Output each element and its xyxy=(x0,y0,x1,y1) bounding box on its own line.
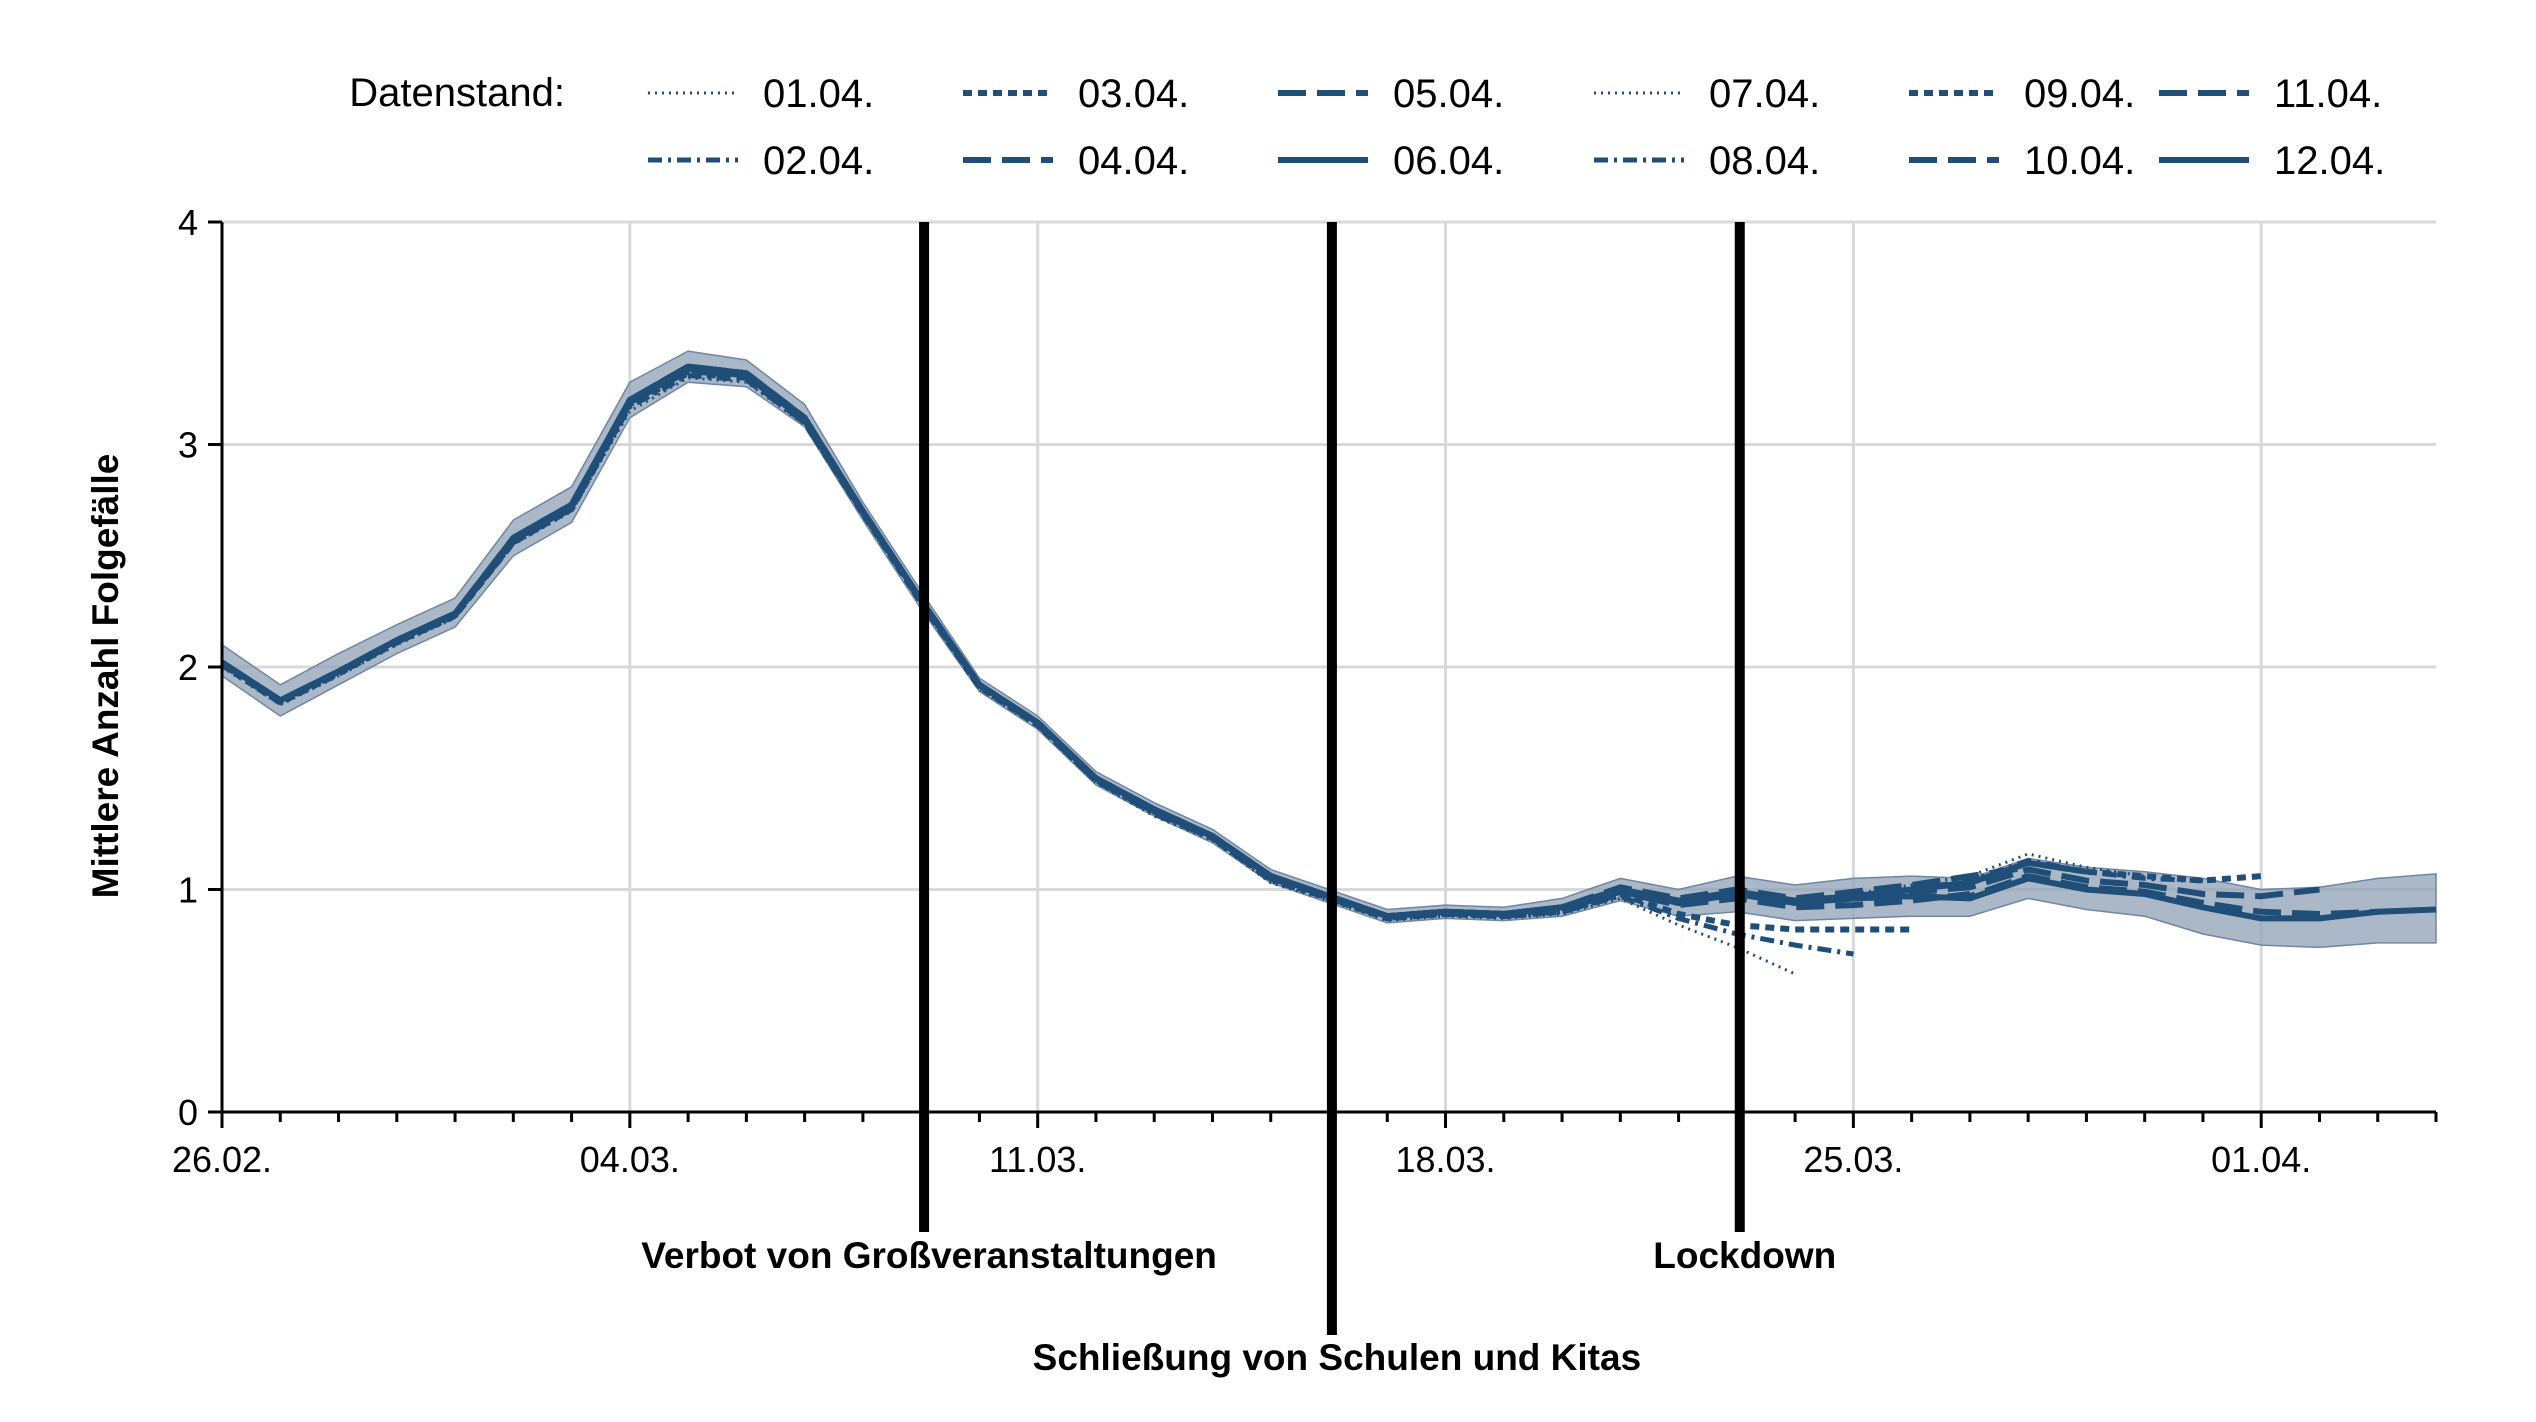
event-markers: Verbot von Großveranstaltungen Schließung… xyxy=(641,222,1836,1378)
y-tick-label: 4 xyxy=(178,202,198,243)
legend-label: 07.04. xyxy=(1709,72,1820,116)
legend-label: 12.04. xyxy=(2274,139,2385,183)
x-tick-label: 04.03. xyxy=(580,1139,680,1180)
legend-title: Datenstand: xyxy=(349,71,565,115)
y-tick-label: 1 xyxy=(178,870,198,911)
series-line-06-04 xyxy=(220,365,2087,920)
series-line-07-04 xyxy=(221,367,2145,918)
series-line-10-04 xyxy=(220,363,2320,920)
event-label: Lockdown xyxy=(1653,1235,1836,1276)
x-tick-label: 26.02. xyxy=(172,1139,272,1180)
series-line-05-04 xyxy=(220,368,2029,920)
legend-label: 11.04. xyxy=(2274,72,2382,116)
series-line-03-04 xyxy=(220,370,1912,933)
series-line-11-04 xyxy=(220,363,2378,920)
x-tick-label: 18.03. xyxy=(1395,1139,1495,1180)
event-label: Schließung von Schulen und Kitas xyxy=(1033,1337,1642,1378)
legend-label: 03.04. xyxy=(1078,72,1189,116)
event-label: Verbot von Großveranstaltungen xyxy=(641,1235,1217,1276)
legend: Datenstand: 01.04. 02.04. 03.04. 04.04. 05.04… xyxy=(349,71,2385,183)
x-tick-label: 11.03. xyxy=(989,1139,1086,1180)
legend-label: 02.04. xyxy=(763,139,874,183)
y-tick-label: 0 xyxy=(178,1092,198,1133)
series-line-01-04 xyxy=(221,376,1796,976)
legend-label: 01.04. xyxy=(763,72,874,116)
x-tick-label: 25.03. xyxy=(1803,1139,1903,1180)
y-tick-label: 3 xyxy=(178,425,198,466)
series-line-09-04 xyxy=(220,363,2262,920)
legend-label: 08.04. xyxy=(1709,139,1820,183)
y-tick-label: 2 xyxy=(178,647,198,688)
legend-label: 04.04. xyxy=(1078,139,1189,183)
legend-label: 10.04. xyxy=(2024,139,2135,183)
legend-label: 05.04. xyxy=(1393,72,1504,116)
y-axis-title: Mittlere Anzahl Folgefälle xyxy=(85,454,126,899)
legend-label: 06.04. xyxy=(1393,139,1504,183)
x-tick-label: 01.04. xyxy=(2211,1139,2311,1180)
series-line-04-04 xyxy=(220,368,1971,920)
axes: 0 1 2 3 4 26.02. 04.03. 11.03. 18.03. 25.03. 01.04… xyxy=(172,202,2438,1180)
legend-label: 09.04. xyxy=(2024,72,2135,116)
